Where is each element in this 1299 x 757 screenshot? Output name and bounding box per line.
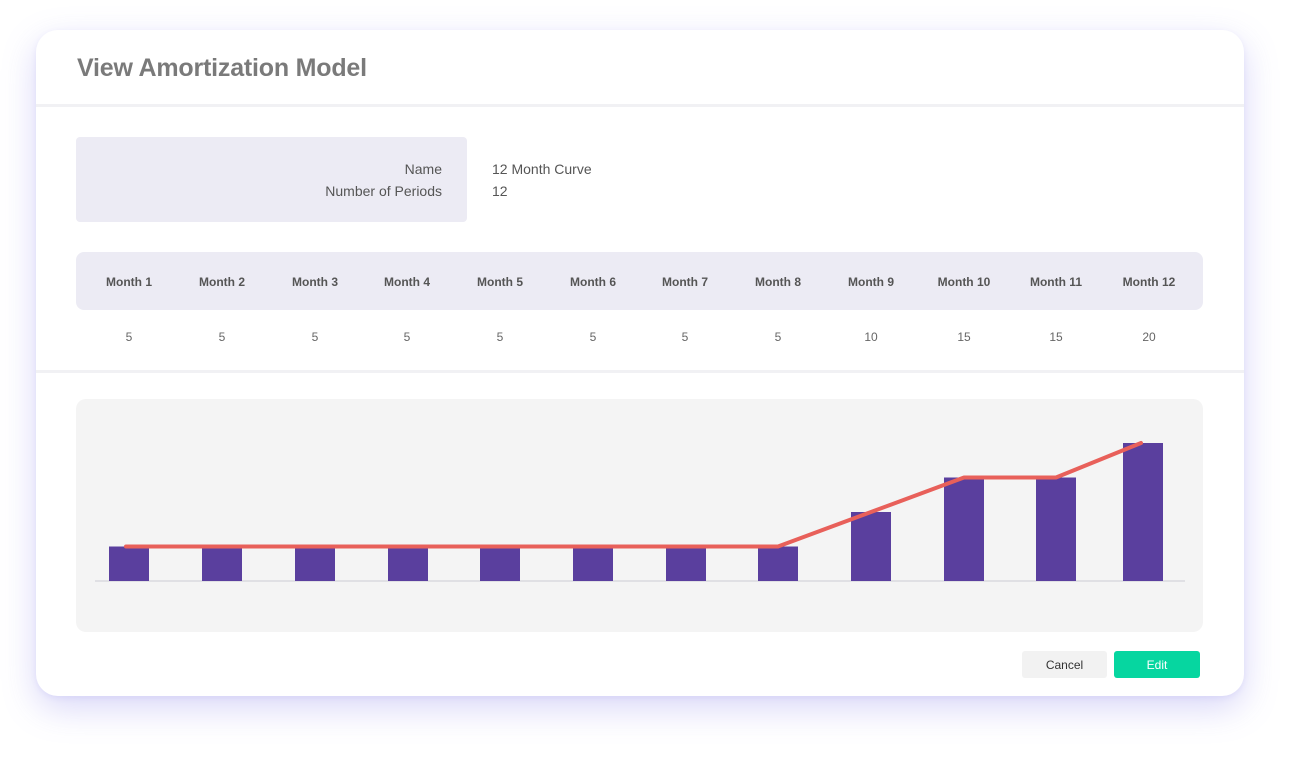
month-value-7: 5 [681, 330, 689, 344]
name-value: 12 Month Curve [492, 161, 592, 177]
periods-label: Number of Periods [325, 183, 442, 199]
chart-bar-7 [666, 546, 706, 581]
amortization-chart [76, 399, 1203, 632]
edit-button[interactable]: Edit [1114, 651, 1200, 678]
month-value-1: 5 [125, 330, 133, 344]
month-header-7: Month 7 [662, 275, 708, 289]
name-label: Name [404, 161, 442, 177]
header-divider [36, 104, 1244, 107]
month-value-2: 5 [218, 330, 226, 344]
chart-canvas [95, 441, 1185, 582]
month-header-3: Month 3 [292, 275, 338, 289]
chart-trend-line [124, 441, 1143, 549]
month-value-4: 5 [403, 330, 411, 344]
month-value-12: 20 [1142, 330, 1156, 344]
month-value-10: 15 [957, 330, 971, 344]
month-header-8: Month 8 [755, 275, 801, 289]
month-header-11: Month 11 [1029, 275, 1082, 289]
month-value-9: 10 [864, 330, 878, 344]
month-header-1: Month 1 [106, 275, 152, 289]
chart-bar-1 [109, 546, 149, 581]
chart-bar-8 [758, 546, 798, 581]
month-header-9: Month 9 [848, 275, 894, 289]
chart-bar-11 [1036, 477, 1076, 581]
month-header-2: Month 2 [199, 275, 245, 289]
chart-divider [36, 370, 1244, 373]
schedule-header: Month 1 Month 2 Month 3 Month 4 Month 5 Month… [76, 252, 1203, 310]
chart-bar-12 [1123, 443, 1163, 581]
month-value-11: 15 [1049, 330, 1063, 344]
month-value-3: 5 [311, 330, 319, 344]
month-header-10: Month 10 [937, 275, 991, 289]
info-labels-panel: Name Number of Periods [76, 137, 467, 222]
dialog-title: View Amortization Model [77, 54, 367, 82]
month-value-6: 5 [589, 330, 597, 344]
month-value-8: 5 [774, 330, 782, 344]
month-header-5: Month 5 [477, 275, 523, 289]
amortization-model-dialog: View Amortization Model Name Number of P… [36, 30, 1244, 696]
month-header-6: Month 6 [570, 275, 616, 289]
chart-bar-5 [480, 546, 520, 581]
chart-bar-4 [388, 546, 428, 581]
chart-bar-2 [202, 546, 242, 581]
cancel-button[interactable]: Cancel [1022, 651, 1107, 678]
chart-bar-3 [295, 546, 335, 581]
chart-bar-10 [944, 477, 984, 581]
month-header-12: Month 12 [1122, 275, 1176, 289]
chart-bar-9 [851, 512, 891, 581]
periods-value: 12 [492, 183, 508, 199]
month-header-4: Month 4 [384, 275, 430, 289]
chart-bar-6 [573, 546, 613, 581]
month-value-5: 5 [496, 330, 504, 344]
